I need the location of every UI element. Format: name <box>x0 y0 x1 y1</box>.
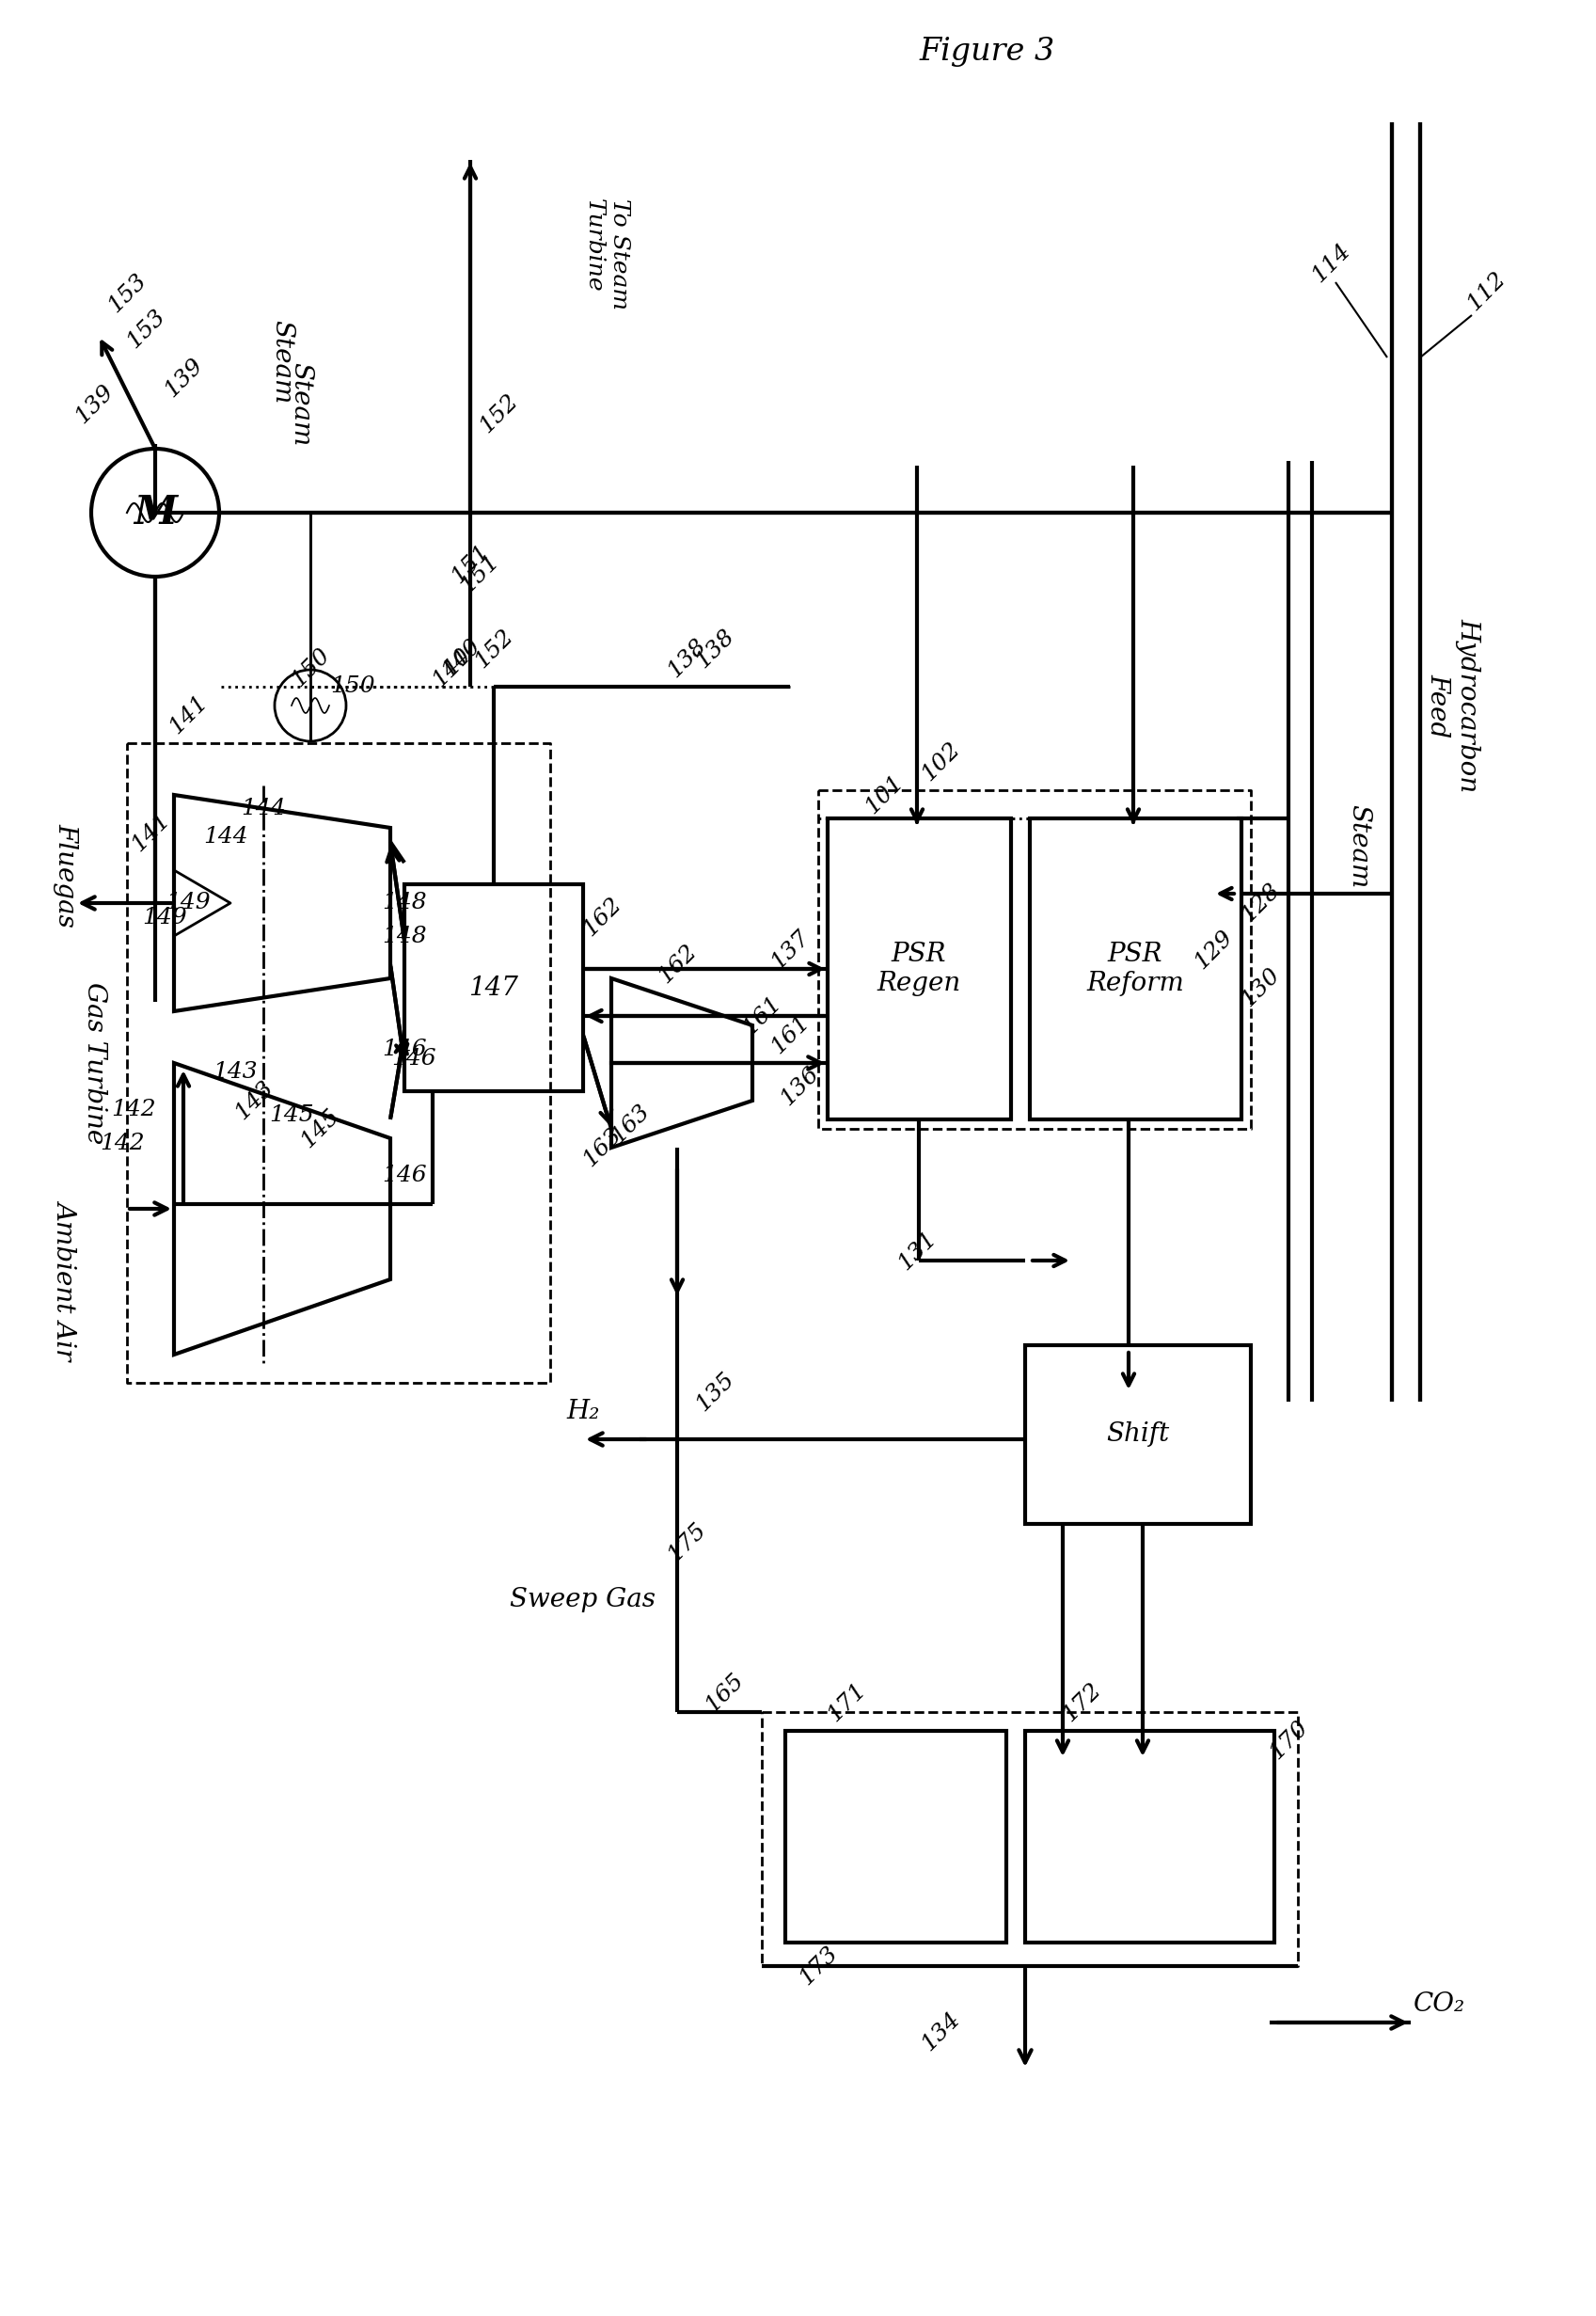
Text: 153: 153 <box>123 306 169 352</box>
Text: 142: 142 <box>112 1100 156 1121</box>
Text: To Steam
Turbine: To Steam Turbine <box>583 199 630 310</box>
Text: PSR
Reform: PSR Reform <box>1087 943 1184 996</box>
Text: 151: 151 <box>456 551 503 598</box>
Text: 138: 138 <box>691 625 739 672</box>
Text: M: M <box>134 493 177 533</box>
Text: 150: 150 <box>287 644 334 692</box>
Text: 139: 139 <box>70 382 118 428</box>
Text: 163: 163 <box>578 1123 626 1172</box>
Text: 142: 142 <box>101 1133 145 1153</box>
Text: 130: 130 <box>1237 963 1283 1012</box>
Text: 162: 162 <box>654 940 701 987</box>
FancyBboxPatch shape <box>828 818 1010 1119</box>
Text: Ambient Air: Ambient Air <box>53 1200 78 1359</box>
Text: 134: 134 <box>918 2008 964 2054</box>
Text: 140: 140 <box>428 644 476 692</box>
Text: 162: 162 <box>578 894 626 940</box>
Text: Steam: Steam <box>1347 804 1371 889</box>
Text: 152: 152 <box>476 391 522 438</box>
Text: 135: 135 <box>691 1369 739 1415</box>
Text: Steam: Steam <box>289 364 314 447</box>
Text: 137: 137 <box>766 926 814 973</box>
Text: 141: 141 <box>164 692 212 739</box>
Text: 161: 161 <box>766 1012 814 1058</box>
Text: 161: 161 <box>739 994 785 1040</box>
Text: 163: 163 <box>606 1100 654 1149</box>
Text: Sweep Gas: Sweep Gas <box>511 1586 656 1612</box>
Text: 143: 143 <box>230 1077 278 1123</box>
Text: Steam: Steam <box>270 320 295 405</box>
Text: 149: 149 <box>166 892 211 915</box>
Text: 153: 153 <box>104 271 150 317</box>
Text: 144: 144 <box>241 799 286 820</box>
Text: 140: 140 <box>437 635 484 681</box>
Text: 141: 141 <box>128 808 174 857</box>
Text: 145: 145 <box>297 1105 343 1153</box>
FancyBboxPatch shape <box>1025 1730 1274 1943</box>
Text: 147: 147 <box>469 975 519 1001</box>
FancyBboxPatch shape <box>1029 818 1242 1119</box>
Text: 170: 170 <box>1266 1716 1312 1765</box>
Text: Fluegas: Fluegas <box>53 822 78 926</box>
FancyBboxPatch shape <box>785 1730 1007 1943</box>
Text: 129: 129 <box>1189 926 1237 973</box>
Text: CO₂: CO₂ <box>1412 1992 1465 2017</box>
Text: Shift: Shift <box>1106 1422 1170 1448</box>
Text: Hydrocarbon
Feed: Hydrocarbon Feed <box>1425 618 1481 792</box>
Text: 152: 152 <box>471 625 517 672</box>
Text: PSR
Regen: PSR Regen <box>876 943 961 996</box>
Text: 144: 144 <box>203 827 247 848</box>
FancyBboxPatch shape <box>1025 1346 1251 1524</box>
Text: 172: 172 <box>1058 1679 1104 1725</box>
Text: 150: 150 <box>330 676 375 697</box>
FancyBboxPatch shape <box>404 885 583 1091</box>
Text: 136: 136 <box>776 1063 824 1109</box>
Text: 128: 128 <box>1237 880 1283 926</box>
Text: H₂: H₂ <box>567 1399 600 1424</box>
Text: 131: 131 <box>894 1227 940 1274</box>
Text: 173: 173 <box>795 1943 841 1989</box>
Text: 151: 151 <box>447 542 493 588</box>
Text: Gas Turbine: Gas Turbine <box>81 982 107 1144</box>
Text: 175: 175 <box>662 1519 710 1566</box>
Text: 148: 148 <box>381 924 426 947</box>
Text: 148: 148 <box>381 892 426 915</box>
Text: Figure 3: Figure 3 <box>919 37 1055 67</box>
Text: 149: 149 <box>142 906 187 929</box>
Text: 114: 114 <box>1307 241 1355 287</box>
Text: 102: 102 <box>918 739 964 785</box>
Text: 143: 143 <box>212 1061 257 1084</box>
Text: 146: 146 <box>381 1165 426 1186</box>
Text: 138: 138 <box>662 635 710 681</box>
Text: 139: 139 <box>160 354 207 401</box>
Text: 146: 146 <box>391 1047 436 1070</box>
Text: 146: 146 <box>381 1038 426 1061</box>
Text: 165: 165 <box>701 1670 747 1716</box>
Text: 171: 171 <box>824 1679 870 1725</box>
Text: 145: 145 <box>270 1105 314 1126</box>
Text: 112: 112 <box>1462 269 1510 315</box>
Text: 101: 101 <box>860 771 908 818</box>
